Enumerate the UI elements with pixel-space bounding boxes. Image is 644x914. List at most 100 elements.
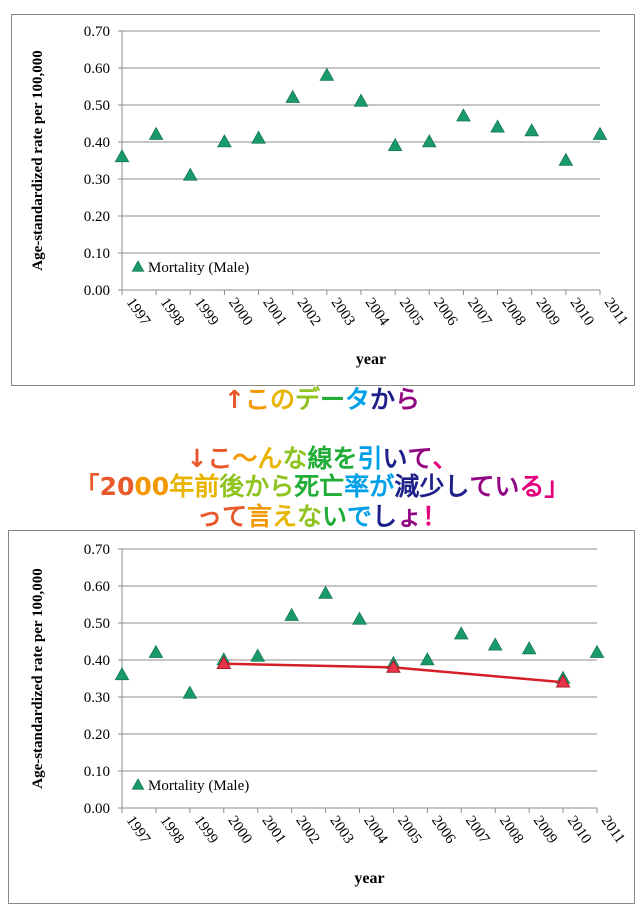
top-chart-plot: 0.00 0.10 0.20 0.30 0.40 0.50 0.60 0.70 1997 1998… <box>30 24 631 368</box>
caption-char: し <box>372 502 398 531</box>
data-point <box>521 641 537 655</box>
data-point <box>558 152 574 166</box>
bottom-chart: 0.00 0.10 0.20 0.30 0.40 0.50 0.60 0.70 1997 1998… <box>8 530 635 904</box>
caption-char: で <box>347 502 373 531</box>
x-tick-label: 2011 <box>601 295 631 328</box>
data-point <box>592 126 608 140</box>
caption-char: ～ <box>232 444 258 473</box>
data-point <box>284 607 299 621</box>
caption-char: こ <box>244 385 270 414</box>
x-tick-label: 2005 <box>396 295 426 329</box>
x-tick-label: 2007 <box>462 813 493 847</box>
x-tick-label: 2003 <box>326 813 356 847</box>
caption-char: 前 <box>194 472 220 501</box>
caption-char: が <box>369 472 395 501</box>
y-tick-label: 0.20 <box>84 209 110 225</box>
caption-char: て <box>221 502 247 531</box>
caption-char: を <box>332 444 358 473</box>
caption-char: い <box>382 444 408 473</box>
caption-char: ら <box>395 385 421 414</box>
data-point <box>319 67 335 81</box>
y-tick-label: 0.60 <box>84 579 110 595</box>
caption-char: い <box>494 472 520 501</box>
caption-char: 引 <box>357 444 383 473</box>
x-tick-label: 2001 <box>258 813 288 847</box>
caption-char: 減 <box>394 472 420 501</box>
caption-char: 「 <box>74 472 100 501</box>
caption-line2: ↓こ～んな線を引いて、 <box>0 439 644 475</box>
y-tick-label: 0.00 <box>84 801 110 817</box>
top-chart: 0.00 0.10 0.20 0.30 0.40 0.50 0.60 0.70 1997 1998… <box>11 14 635 386</box>
data-point <box>182 685 198 699</box>
caption-char: な <box>296 502 322 531</box>
y-tick-label: 0.40 <box>84 653 110 669</box>
x-tick-label: 1998 <box>157 813 187 847</box>
data-point <box>487 637 503 651</box>
x-tick-label: 2006 <box>428 813 459 847</box>
data-point <box>148 126 164 140</box>
data-point <box>251 130 266 144</box>
data-point <box>453 626 469 640</box>
caption-char: 死 <box>294 472 320 501</box>
y-tick-label: 0.40 <box>84 135 110 151</box>
caption-char: 0 <box>134 472 152 501</box>
caption-char: 、 <box>432 444 458 473</box>
caption-char: か <box>370 385 396 414</box>
caption-char: か <box>244 472 270 501</box>
y-tick-label: 0.10 <box>84 764 110 780</box>
y-tick-label: 0.60 <box>84 61 110 77</box>
caption-char: こ <box>207 444 233 473</box>
x-tick-label: 2008 <box>498 295 528 329</box>
x-tick-label: 2011 <box>598 813 628 846</box>
data-point <box>387 137 403 152</box>
trend-point <box>216 655 232 670</box>
caption-char: 少 <box>419 472 445 501</box>
trend-point <box>555 674 571 688</box>
legend-marker <box>131 260 145 272</box>
legend-marker <box>131 778 145 790</box>
caption-line4: って言えないでしょ！ <box>0 497 644 533</box>
x-tick-label: 2008 <box>496 813 526 847</box>
caption-char: し <box>444 472 470 501</box>
legend-label: Mortality (Male) <box>148 778 249 794</box>
caption-char: ↑ <box>223 385 245 414</box>
caption-char: ん <box>257 444 283 473</box>
data-point <box>114 148 130 163</box>
x-tick-label: 2009 <box>532 295 562 329</box>
caption-char: の <box>269 385 295 414</box>
caption-char: ょ <box>397 502 423 531</box>
x-tick-label: 2007 <box>464 295 495 329</box>
y-axis-title: Age-standardized rate per 100,000 <box>30 50 46 271</box>
caption-char: 言 <box>246 502 272 531</box>
caption-line3: 「2000年前後から死亡率が減少している」 <box>0 467 644 503</box>
data-point <box>182 167 198 181</box>
x-tick-label: 2010 <box>567 295 597 329</box>
data-point <box>250 648 266 662</box>
caption-char: て <box>407 444 433 473</box>
x-tick-label: 2000 <box>225 813 255 847</box>
y-tick-label: 0.00 <box>84 283 110 299</box>
y-tick-label: 0.10 <box>84 246 110 262</box>
caption-char: い <box>322 502 348 531</box>
x-tick-label: 2003 <box>328 295 358 329</box>
data-point <box>589 644 605 658</box>
x-tick-label: 2005 <box>394 813 424 847</box>
x-tick-label: 1998 <box>157 295 187 329</box>
caption-char: な <box>282 444 308 473</box>
data-point <box>114 666 130 681</box>
x-tick-label: 2010 <box>564 813 594 847</box>
y-tick-label: 0.30 <box>84 690 110 706</box>
y-tick-label: 0.50 <box>84 98 110 114</box>
x-tick-label: 1999 <box>191 813 221 847</box>
caption-line1: ↑このデータから <box>0 380 644 416</box>
x-tick-label: 1997 <box>123 295 154 329</box>
data-point <box>456 108 471 122</box>
x-tick-label: 1999 <box>191 295 221 329</box>
caption-char: る <box>519 472 545 501</box>
x-tick-label: 2002 <box>293 295 323 329</box>
caption-char: 0 <box>116 472 135 501</box>
data-point <box>421 134 437 148</box>
caption-char: て <box>469 472 495 501</box>
caption-char: ！ <box>422 502 448 531</box>
legend-label: Mortality (Male) <box>148 260 249 276</box>
